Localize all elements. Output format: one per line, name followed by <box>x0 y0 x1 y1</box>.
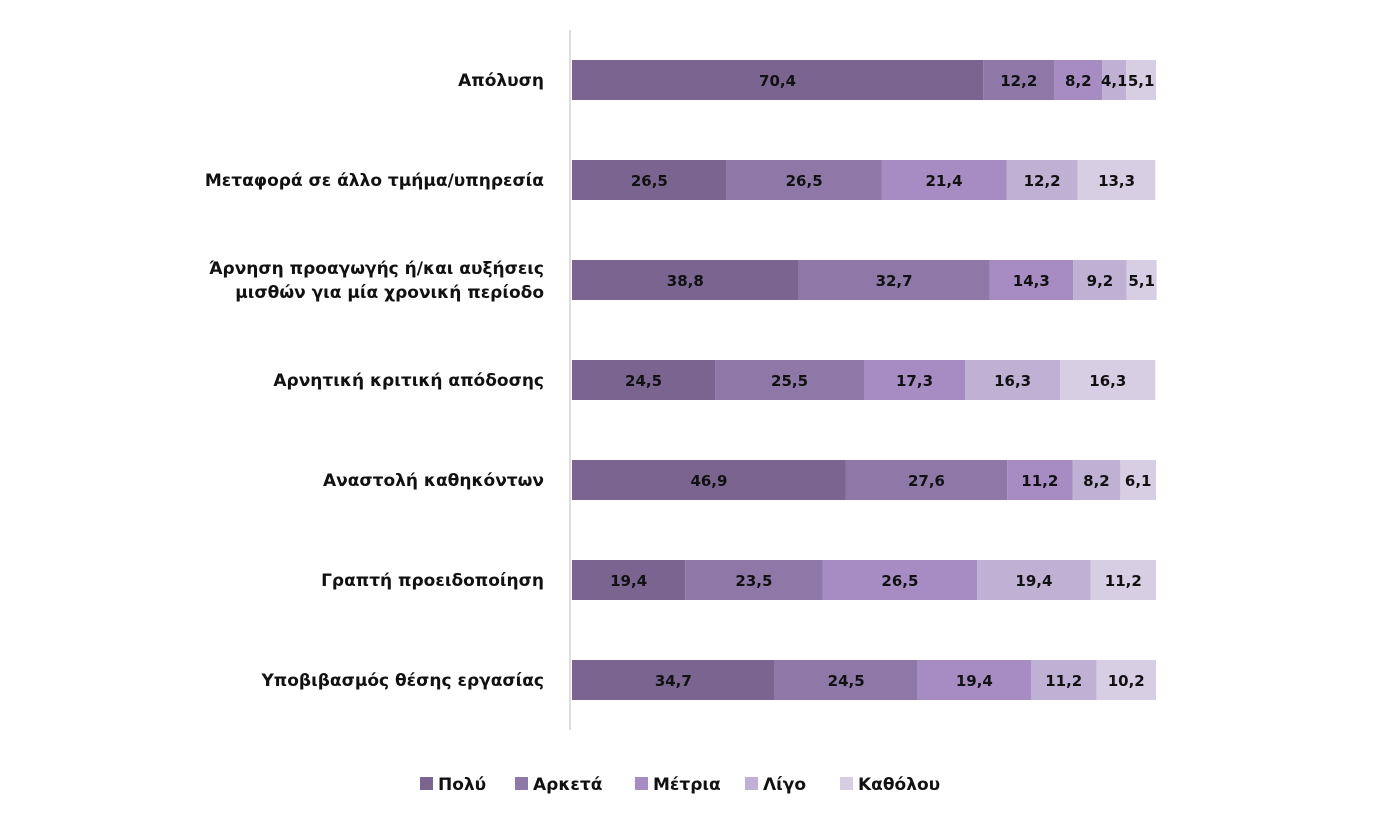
legend-label: Μέτρια <box>653 775 721 795</box>
bar-segment <box>1007 460 1073 500</box>
bar-segment <box>572 260 799 300</box>
bar-segment <box>977 560 1091 600</box>
data-label: 26,5 <box>881 572 918 590</box>
bar-segment <box>1090 560 1156 600</box>
data-label: 16,3 <box>1089 372 1126 390</box>
bar-segment <box>989 260 1074 300</box>
data-label: 26,5 <box>786 172 823 190</box>
bar-segment <box>965 360 1061 400</box>
category-label: Γραπτή προειδοποίηση <box>321 571 544 591</box>
data-label: 38,8 <box>667 272 704 290</box>
data-label: 8,2 <box>1083 472 1110 490</box>
data-label: 24,5 <box>625 372 662 390</box>
data-label: 27,6 <box>908 472 945 490</box>
bar-segment <box>822 560 978 600</box>
bar-segment <box>572 560 686 600</box>
bar-segment <box>715 360 864 400</box>
data-label: 14,3 <box>1013 272 1050 290</box>
data-label: 11,2 <box>1021 472 1058 490</box>
data-label: 19,4 <box>956 672 993 690</box>
data-label: 5,1 <box>1128 72 1155 90</box>
data-label: 24,5 <box>828 672 865 690</box>
legend-label: Αρκετά <box>533 775 602 795</box>
bar-segment <box>1120 460 1156 500</box>
legend-swatch <box>420 777 433 790</box>
data-label: 19,4 <box>1015 572 1052 590</box>
data-label: 19,4 <box>610 572 647 590</box>
category-label: Αναστολή καθηκόντων <box>323 471 544 491</box>
category-label: μισθών για μία χρονική περίοδο <box>235 283 544 303</box>
legend-swatch <box>515 777 528 790</box>
category-label: Μεταφορά σε άλλο τμήμα/υπηρεσία <box>205 171 544 191</box>
bar-segment <box>1102 60 1127 100</box>
bar-segment <box>1031 660 1097 700</box>
data-label: 46,9 <box>690 472 727 490</box>
bar-segment <box>572 660 775 700</box>
category-label: Απόλυση <box>458 71 544 91</box>
data-label: 16,3 <box>994 372 1031 390</box>
data-label: 32,7 <box>876 272 913 290</box>
bar-segment <box>1096 660 1156 700</box>
bar-segment <box>864 360 966 400</box>
data-label: 21,4 <box>926 172 963 190</box>
data-label: 25,5 <box>771 372 808 390</box>
bar-segment <box>1073 260 1127 300</box>
data-label: 6,1 <box>1125 472 1152 490</box>
bar-segment <box>1072 460 1121 500</box>
data-label: 11,2 <box>1045 672 1082 690</box>
data-label: 9,2 <box>1087 272 1114 290</box>
data-label: 13,3 <box>1098 172 1135 190</box>
legend-swatch <box>840 777 853 790</box>
bar-segment <box>1006 160 1078 200</box>
bar-segment <box>881 160 1007 200</box>
bar-segment <box>1077 160 1156 200</box>
legend-label: Πολύ <box>438 775 486 795</box>
bar-segment <box>572 360 716 400</box>
data-label: 70,4 <box>759 72 796 90</box>
bar-segment <box>685 560 823 600</box>
legend-label: Καθόλου <box>858 775 940 795</box>
category-label: Αρνητική κριτική απόδοσης <box>273 371 544 391</box>
bar-segment <box>1126 60 1156 100</box>
data-label: 34,7 <box>655 672 692 690</box>
legend-swatch <box>635 777 648 790</box>
data-label: 11,2 <box>1105 572 1142 590</box>
data-label: 5,1 <box>1128 272 1155 290</box>
data-label: 17,3 <box>896 372 933 390</box>
data-label: 12,2 <box>1000 72 1037 90</box>
bar-segment <box>845 460 1008 500</box>
legend-swatch <box>745 777 758 790</box>
bar-segment <box>572 460 846 500</box>
bar-segment <box>1126 260 1157 300</box>
bar-segment <box>798 260 990 300</box>
bar-segment <box>917 660 1032 700</box>
data-label: 10,2 <box>1108 672 1145 690</box>
data-label: 8,2 <box>1065 72 1092 90</box>
data-label: 4,1 <box>1101 72 1128 90</box>
category-label: Άρνηση προαγωγής ή/και αυξήσεις <box>209 259 544 279</box>
bar-segment <box>1060 360 1156 400</box>
data-label: 26,5 <box>631 172 668 190</box>
data-label: 23,5 <box>735 572 772 590</box>
data-label: 12,2 <box>1024 172 1061 190</box>
category-label: Υποβιβασμός θέσης εργασίας <box>261 671 545 691</box>
bar-segment <box>726 160 882 200</box>
bar-segment <box>983 60 1055 100</box>
legend-label: Λίγο <box>763 775 806 795</box>
bar-segment <box>774 660 918 700</box>
bar-segment <box>572 160 727 200</box>
bar-segment <box>572 60 984 100</box>
bar-segment <box>1054 60 1103 100</box>
